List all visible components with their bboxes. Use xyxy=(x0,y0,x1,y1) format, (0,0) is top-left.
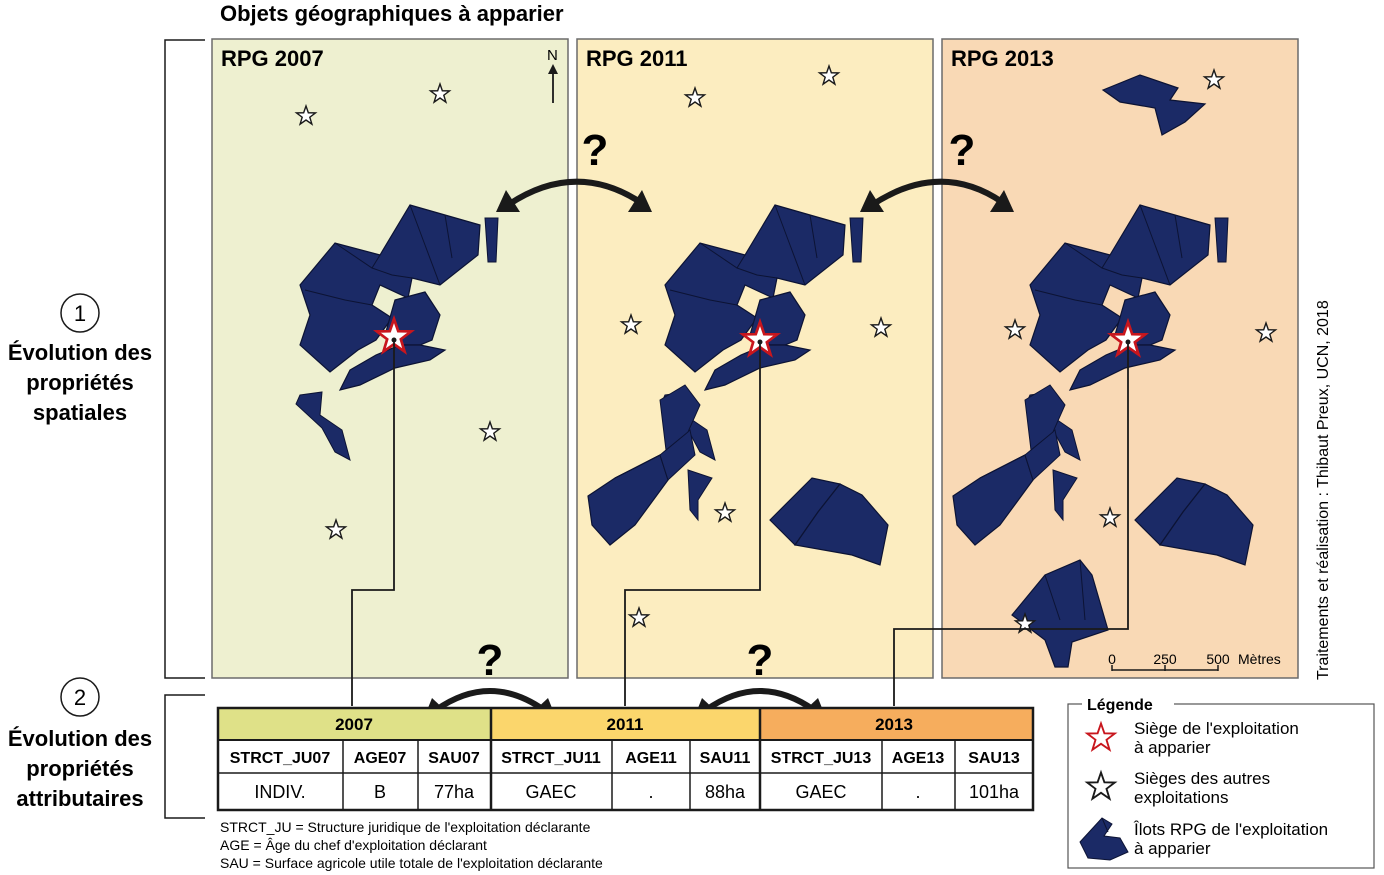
question-mark-attributes-2: ? xyxy=(747,636,774,685)
svg-text:250: 250 xyxy=(1153,651,1177,667)
footnote-age: AGE = Âge du chef d'exploitation déclara… xyxy=(220,837,487,853)
table-cell: INDIV. xyxy=(254,782,305,802)
footnote-strct: STRCT_JU = Structure juridique de l'expl… xyxy=(220,819,591,835)
section-2-circle xyxy=(60,677,100,717)
col-header: AGE11 xyxy=(625,750,677,767)
question-mark-attributes-1: ? xyxy=(477,636,504,685)
table-cell: . xyxy=(648,782,653,802)
legend-item-2-line-2: exploitations xyxy=(1134,788,1229,807)
panel-title-2007: RPG 2007 xyxy=(221,46,324,71)
north-arrow-icon: N xyxy=(547,47,558,103)
footnote-sau: SAU = Surface agricole utile totale de l… xyxy=(220,855,603,871)
year-header-2007 xyxy=(218,708,491,740)
section-1-line-2: propriétés xyxy=(26,370,134,395)
connector-lines xyxy=(351,340,1129,706)
section-bracket-2 xyxy=(164,694,205,819)
arrowheads-spatial xyxy=(496,190,1014,212)
svg-text:N: N xyxy=(547,47,558,64)
scale-bar: 0 250 500 Mètres xyxy=(1108,651,1281,671)
section-2-line-2: propriétés xyxy=(26,756,134,781)
section-1-line-1: Évolution des xyxy=(8,340,152,365)
legend-item-3-line-1: Îlots RPG de l'exploitation xyxy=(1133,820,1328,839)
section-2-line-1: Évolution des xyxy=(8,726,152,751)
parcel-south-2013 xyxy=(1011,559,1109,668)
col-header: AGE07 xyxy=(354,750,407,767)
section-1-circle xyxy=(60,293,100,333)
year-label-2007: 2007 xyxy=(335,715,373,734)
year-label-2011: 2011 xyxy=(607,715,644,734)
table-cell: GAEC xyxy=(795,782,846,802)
arrows-attributes xyxy=(433,688,817,713)
year-header-2013 xyxy=(760,708,1033,740)
page-title: Objets géographiques à apparier xyxy=(220,1,564,26)
col-header: SAU11 xyxy=(700,750,751,767)
parcel-icon xyxy=(1079,817,1129,861)
legend-item-3-line-2: à apparier xyxy=(1134,839,1211,858)
col-header: SAU13 xyxy=(968,750,1020,767)
table-cell: 77ha xyxy=(434,782,475,802)
table-cell: 88ha xyxy=(705,782,746,802)
section-2-number: 2 xyxy=(74,685,86,710)
col-header: SAU07 xyxy=(428,750,480,767)
parcel-north-2013 xyxy=(1101,74,1207,136)
section-2-line-3: attributaires xyxy=(16,786,143,811)
connector-dots xyxy=(391,337,1131,345)
svg-text:500: 500 xyxy=(1206,651,1230,667)
arrows-spatial xyxy=(505,178,1005,208)
col-header: AGE13 xyxy=(892,750,945,767)
panel-title-2013: RPG 2013 xyxy=(951,46,1054,71)
legend-item-1-line-1: Siège de l'exploitation xyxy=(1134,719,1299,738)
section-1-number: 1 xyxy=(74,301,86,326)
table-cell: . xyxy=(915,782,920,802)
question-mark-spatial-2: ? xyxy=(949,126,976,175)
year-label-2013: 2013 xyxy=(875,715,913,734)
col-header: STRCT_JU07 xyxy=(230,750,331,767)
col-header: STRCT_JU11 xyxy=(501,750,601,767)
col-header: STRCT_JU13 xyxy=(771,750,872,767)
question-mark-spatial-1: ? xyxy=(582,126,609,175)
table-cell: 101ha xyxy=(969,782,1020,802)
year-header-2011 xyxy=(491,708,760,740)
svg-text:0: 0 xyxy=(1108,651,1116,667)
section-1-line-3: spatiales xyxy=(33,400,127,425)
section-bracket-1 xyxy=(164,39,205,679)
table-cell: GAEC xyxy=(525,782,576,802)
legend: Légende Siège de l'exploitation à appari… xyxy=(1067,694,1375,869)
table-cell: B xyxy=(374,782,386,802)
legend-item-2-line-1: Sièges des autres xyxy=(1134,769,1270,788)
legend-item-1-line-2: à apparier xyxy=(1134,738,1211,757)
attribute-table: 2007 2011 2013 STRCT_JU07 AGE07 SAU07 ST… xyxy=(216,706,1035,812)
svg-text:Mètres: Mètres xyxy=(1238,651,1281,667)
legend-title: Légende xyxy=(1087,697,1153,714)
credit: Traitements et réalisation : Thibaut Pre… xyxy=(1315,300,1332,680)
panel-title-2011: RPG 2011 xyxy=(586,46,688,71)
